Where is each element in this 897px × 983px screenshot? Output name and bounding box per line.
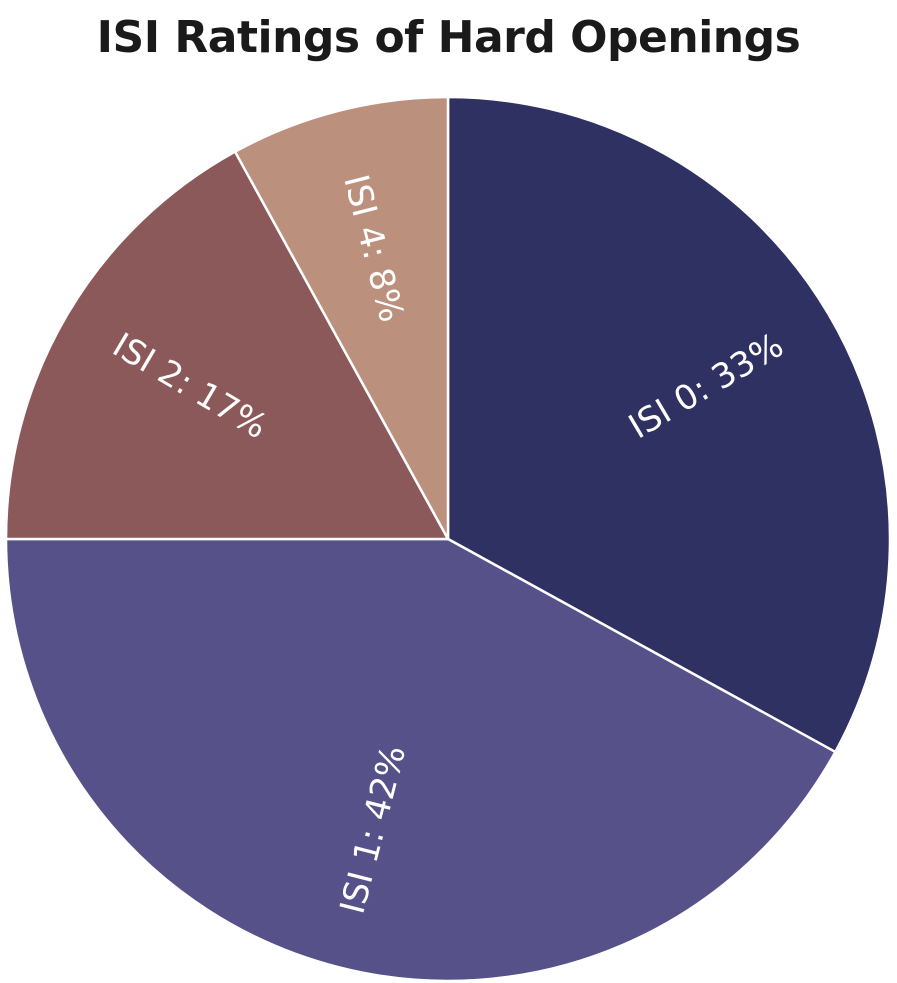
pie-slice-isi-0 <box>446 95 892 754</box>
pie-slice-isi-1 <box>4 537 838 983</box>
pie-slice-isi-4 <box>233 95 450 540</box>
pie-slice-isi-2 <box>4 149 451 541</box>
chart-title: ISI Ratings of Hard Openings <box>96 12 801 63</box>
pie-slices <box>4 95 892 983</box>
